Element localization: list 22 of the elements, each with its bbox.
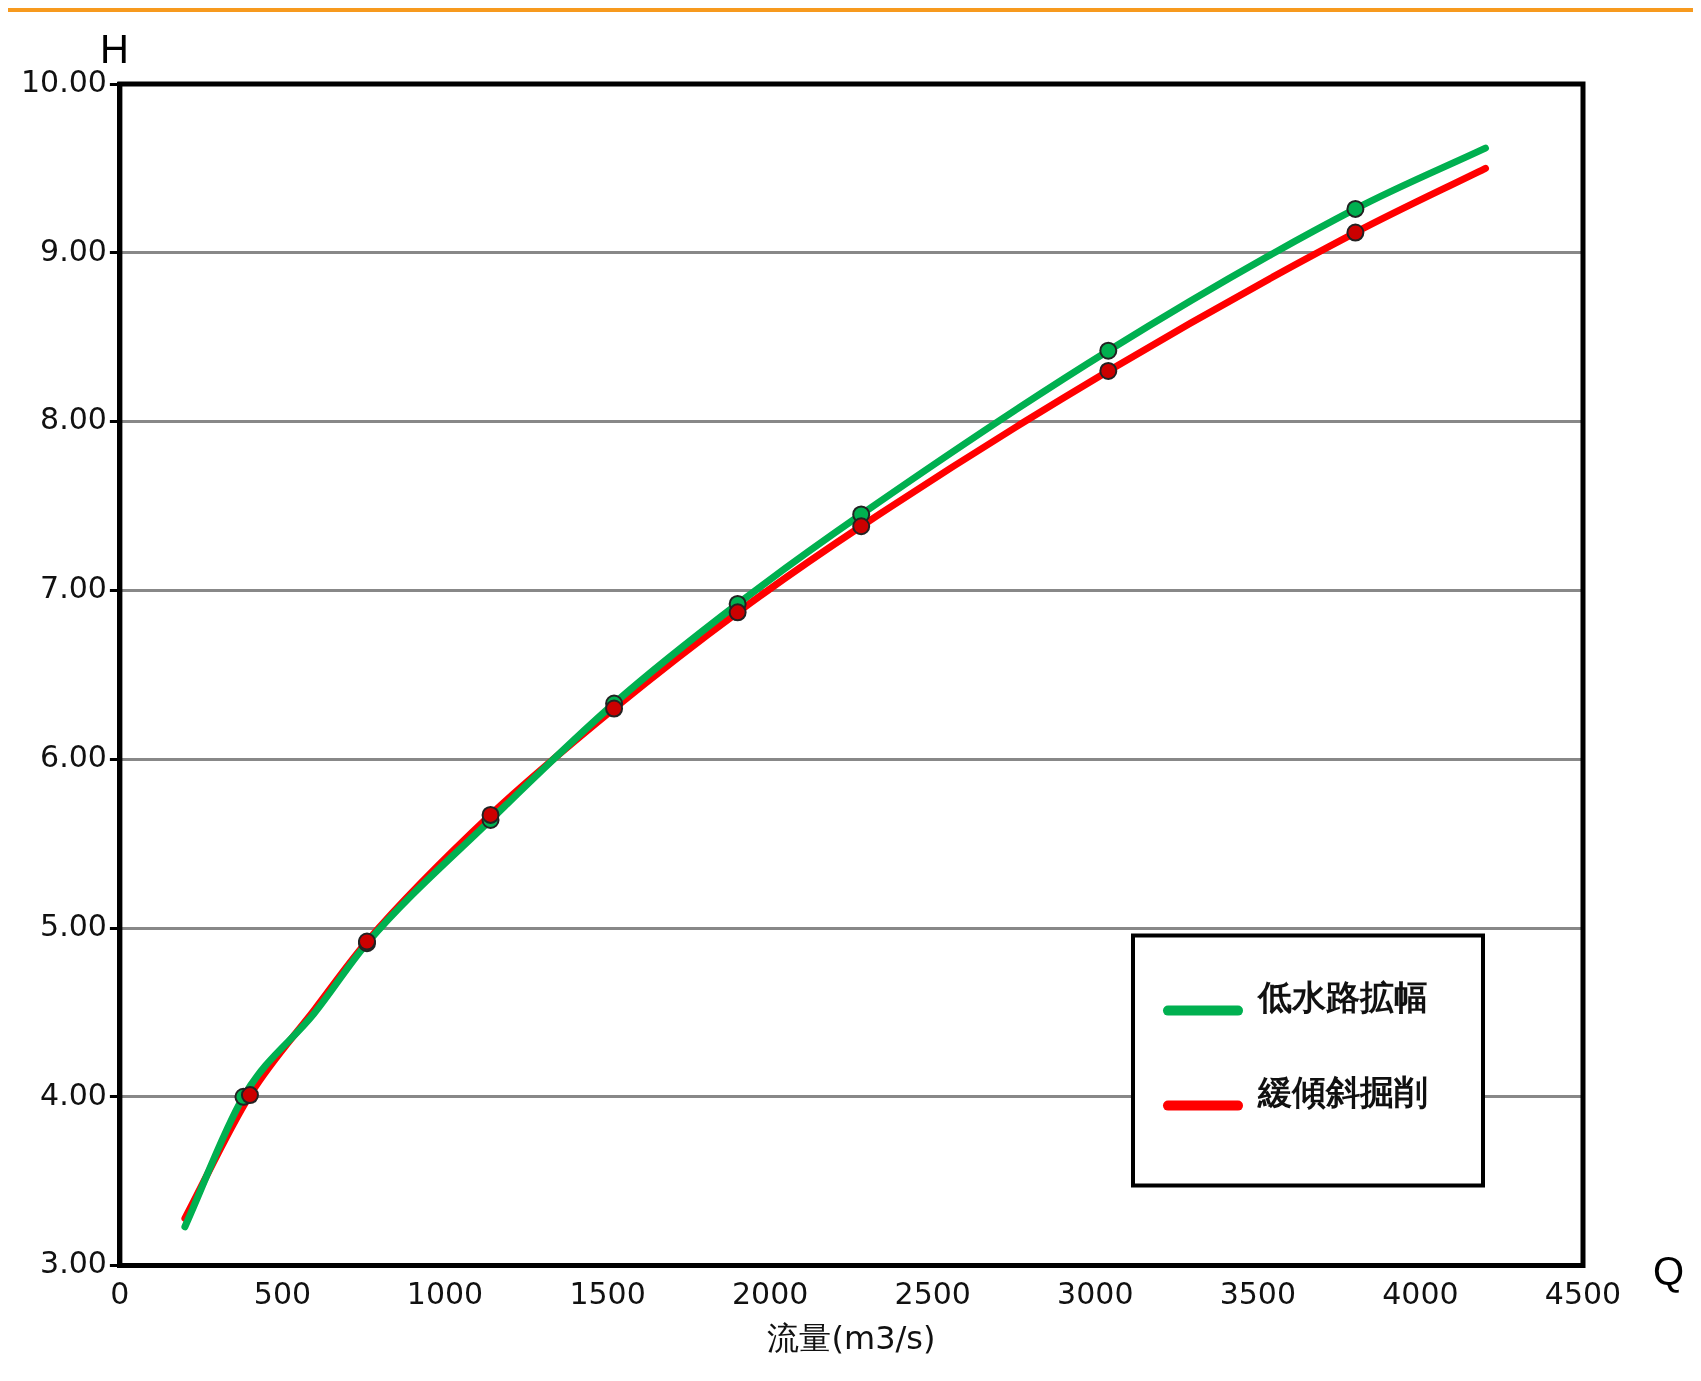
- x-tick-label: 2500: [894, 1276, 971, 1312]
- y-tick-label: 6.00: [40, 739, 107, 774]
- legend-label: 緩傾斜掘削: [1257, 1072, 1428, 1113]
- x-tick-label: 3500: [1219, 1276, 1297, 1312]
- y-tick-label: 10.00: [20, 63, 107, 99]
- x-tick-label: 2000: [731, 1276, 809, 1312]
- y-tick-label: 5.00: [40, 907, 107, 943]
- y-tick-label: 9.00: [40, 232, 107, 268]
- y-tick-label: 3.00: [40, 1245, 107, 1281]
- x-tick-label: 4000: [1382, 1276, 1459, 1312]
- x-tick-label: 1500: [569, 1276, 646, 1312]
- y-tick-label: 7.00: [40, 570, 107, 606]
- x-tick-label: 3000: [1057, 1276, 1134, 1312]
- text: Q: [1653, 1248, 1685, 1293]
- x-tick-label: 0: [110, 1276, 130, 1312]
- legend-label: 低水路拡幅: [1256, 977, 1428, 1018]
- y-tick-label: 4.00: [40, 1076, 107, 1112]
- x-tick-label: 4500: [1544, 1276, 1622, 1312]
- x-tick-label: 1000: [406, 1276, 484, 1312]
- y-tick-label: 8.00: [40, 401, 107, 437]
- x-tick-label: 500: [253, 1276, 312, 1312]
- x-axis-title: 流量(m3/s): [767, 1319, 936, 1358]
